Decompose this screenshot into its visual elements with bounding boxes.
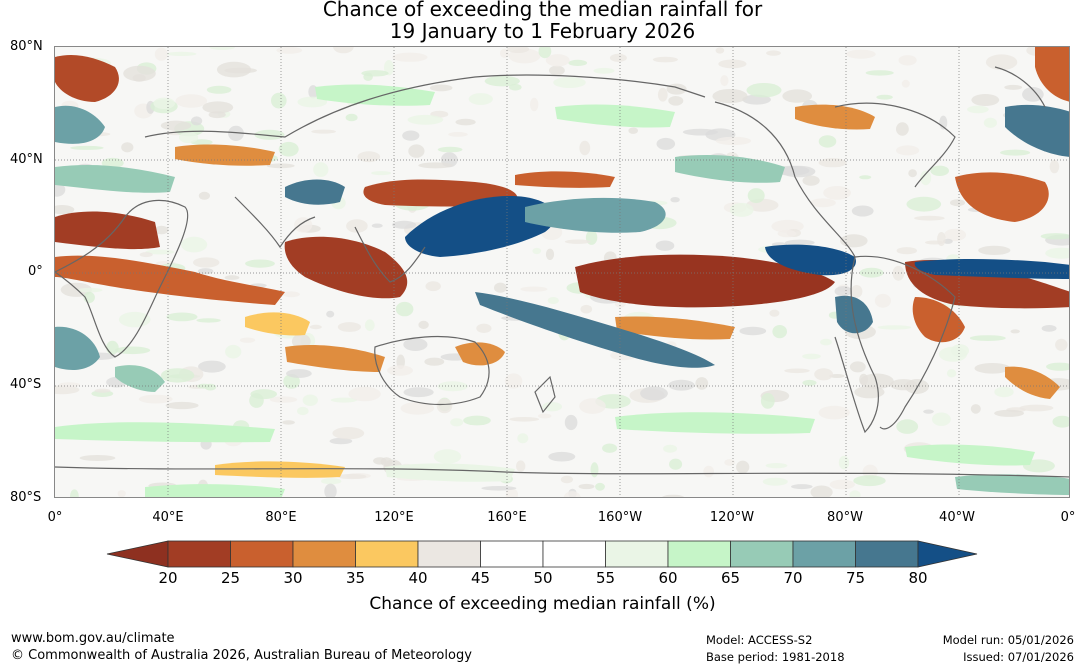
chart-title-line1: Chance of exceeding the median rainfall … (322, 0, 763, 21)
colorbar-swatch (667, 540, 731, 568)
lon-label-80e: 80°E (265, 510, 297, 525)
lon-label-0-west: 0° (47, 510, 63, 525)
footer-copyright: © Commonwealth of Australia 2026, Austra… (11, 648, 472, 663)
colorbar-tick-label: 30 (283, 569, 303, 587)
coastlines (55, 66, 1069, 478)
lon-label-160w: 160°W (597, 510, 643, 525)
colorbar-swatch (167, 540, 231, 568)
colorbar-swatch (792, 540, 856, 568)
lat-label-0: 0° (28, 264, 43, 279)
lat-label-80n: 80°N (10, 39, 43, 54)
footer-website: www.bom.gov.au/climate (11, 631, 175, 646)
lon-label-40w: 40°W (939, 510, 975, 525)
colorbar-tick-label: 60 (658, 569, 678, 587)
rainfall-probability-map (54, 46, 1070, 498)
colorbar-tick-label: 70 (783, 569, 803, 587)
colorbar-low-extension (106, 540, 169, 568)
lat-label-40s: 40°S (10, 377, 42, 392)
colorbar-tick-label: 55 (595, 569, 616, 587)
colorbar-high-extension (917, 540, 978, 568)
colorbar-swatch (730, 540, 794, 568)
lat-label-40n: 40°N (10, 152, 43, 167)
lon-label-120e: 120°E (374, 510, 414, 525)
colorbar-tick-label: 20 (158, 569, 178, 587)
lon-label-120w: 120°W (709, 510, 755, 525)
chart-title-line2: 19 January to 1 February 2026 (389, 19, 696, 43)
dry-anomaly-regions (55, 47, 1069, 478)
colorbar-swatch (542, 540, 606, 568)
colorbar-swatch (855, 540, 919, 568)
colorbar-tick-label: 45 (470, 569, 491, 587)
colorbar-tick-label: 75 (845, 569, 866, 587)
footer-model-run: Model run: 05/01/2026 (942, 633, 1074, 647)
map-canvas (55, 47, 1069, 497)
colorbar-swatch (417, 540, 481, 568)
colorbar-tick-label: 50 (533, 569, 553, 587)
lon-label-160e: 160°E (487, 510, 527, 525)
colorbar-tick-label: 40 (408, 569, 428, 587)
lat-label-80s: 80°S (10, 490, 42, 505)
lon-label-0-east: 0° (1060, 510, 1076, 525)
footer-issued: Issued: 07/01/2026 (963, 650, 1074, 664)
colorbar-tick-label: 65 (720, 569, 741, 587)
lon-label-40e: 40°E (152, 510, 184, 525)
footer-base-period: Base period: 1981-2018 (706, 650, 845, 664)
wet-anomaly-regions (55, 84, 1069, 497)
colorbar-tick-label: 25 (220, 569, 241, 587)
colorbar-swatch (230, 540, 294, 568)
colorbar-tick-label: 80 (908, 569, 928, 587)
colorbar-swatch (480, 540, 544, 568)
colorbar-legend (106, 540, 978, 568)
colorbar-swatch (292, 540, 356, 568)
colorbar-swatch (355, 540, 419, 568)
footer-model: Model: ACCESS-S2 (706, 633, 813, 647)
colorbar-tick-label: 35 (345, 569, 366, 587)
graticule (55, 47, 1069, 497)
colorbar-swatch (605, 540, 669, 568)
lon-label-80w: 80°W (827, 510, 863, 525)
colorbar-label: Chance of exceeding median rainfall (%) (369, 594, 716, 614)
